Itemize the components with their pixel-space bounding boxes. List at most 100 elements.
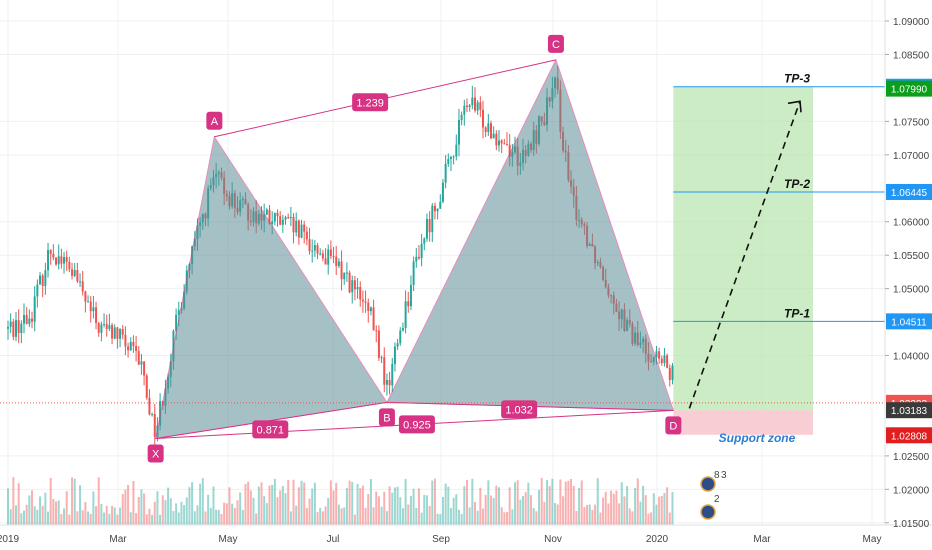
volume-bar bbox=[660, 495, 663, 525]
candle-body bbox=[303, 224, 306, 232]
volume-bar bbox=[36, 509, 39, 525]
flag-icon bbox=[700, 476, 716, 492]
pattern-point-b[interactable]: B bbox=[378, 408, 395, 427]
pattern-point-box bbox=[147, 444, 164, 463]
volume-bar bbox=[57, 500, 60, 525]
candle-body bbox=[329, 249, 332, 257]
volume-bar bbox=[498, 487, 501, 525]
candle-body bbox=[39, 275, 42, 285]
candle-body bbox=[49, 250, 52, 254]
candle-body bbox=[116, 327, 119, 339]
pattern-point-a[interactable]: A bbox=[206, 111, 223, 130]
candle-body bbox=[295, 220, 298, 233]
volume-bar bbox=[313, 482, 316, 525]
candle-body bbox=[383, 357, 386, 385]
candle-body bbox=[372, 307, 375, 331]
volume-bar bbox=[580, 480, 583, 525]
volume-bar bbox=[444, 483, 447, 525]
volume-bar bbox=[594, 504, 597, 525]
pattern-point-d[interactable]: D bbox=[665, 416, 682, 435]
candle-body bbox=[492, 133, 495, 139]
volume-bar bbox=[639, 501, 642, 525]
volume-bar bbox=[188, 487, 191, 525]
volume-bar bbox=[236, 500, 239, 525]
volume-bar bbox=[183, 505, 186, 525]
volume-bar bbox=[103, 512, 106, 525]
volume-bar bbox=[60, 514, 63, 525]
ratio-badge[interactable]: 1.032 bbox=[501, 400, 538, 419]
harmonic-pattern[interactable]: X A B C D 1.239 0.871 0.925 1.032 bbox=[147, 34, 682, 463]
candle-body bbox=[364, 301, 367, 303]
candle-body bbox=[97, 322, 100, 333]
volume-bar bbox=[169, 498, 172, 525]
volume-bar bbox=[463, 486, 466, 525]
candle-body bbox=[500, 140, 503, 144]
pattern-point-x[interactable]: X bbox=[147, 444, 164, 463]
volume-bar bbox=[393, 487, 396, 525]
pattern-point-box bbox=[665, 416, 682, 435]
volume-bar bbox=[465, 480, 468, 525]
volume-bar bbox=[655, 504, 658, 525]
volume-bar bbox=[164, 500, 167, 525]
volume-bar bbox=[508, 487, 511, 525]
y-tick-label: 1.07000 bbox=[893, 151, 930, 162]
candle-body bbox=[33, 296, 36, 322]
volume-bar bbox=[343, 507, 346, 525]
pattern-point-label: C bbox=[552, 39, 560, 51]
volume-bar bbox=[666, 487, 669, 525]
volume-bar bbox=[201, 478, 204, 525]
volume-bar bbox=[425, 495, 428, 525]
volume-bar bbox=[586, 505, 589, 525]
volume-bar bbox=[351, 482, 354, 525]
candle-body bbox=[47, 250, 50, 271]
candle-body bbox=[137, 351, 140, 365]
candle-body bbox=[428, 219, 431, 233]
event-badge-group[interactable]: 8 3 2 bbox=[700, 470, 727, 520]
volume-bar bbox=[308, 498, 311, 525]
volume-bar bbox=[177, 512, 180, 525]
volume-bar bbox=[41, 505, 44, 525]
candle-body bbox=[279, 216, 282, 225]
candle-body bbox=[65, 257, 68, 262]
chart-annotations[interactable]: TP-3 TP-2 TP-1 Support zone 8 3 2 bbox=[0, 72, 885, 520]
volume-bar bbox=[348, 480, 351, 525]
candle-body bbox=[431, 205, 434, 233]
take-profit-zone bbox=[673, 86, 813, 411]
support-zone-label: Support zone bbox=[719, 431, 796, 445]
pattern-point-label: D bbox=[669, 420, 677, 432]
take-profit-label: TP-1 bbox=[784, 306, 810, 320]
volume-bar bbox=[252, 497, 255, 525]
volume-bar bbox=[399, 497, 402, 525]
volume-bar bbox=[175, 503, 178, 525]
candle-body bbox=[55, 257, 58, 265]
volume-bar bbox=[404, 479, 407, 525]
volume-bar bbox=[644, 495, 647, 525]
pattern-point-label: B bbox=[383, 412, 390, 424]
volume-bar bbox=[15, 505, 18, 525]
volume-bar bbox=[55, 501, 58, 525]
price-tag-text: 1.06445 bbox=[891, 188, 928, 199]
ratio-badge[interactable]: 0.871 bbox=[252, 420, 289, 439]
pattern-point-c[interactable]: C bbox=[547, 34, 564, 53]
volume-bar bbox=[295, 505, 298, 525]
candle-body bbox=[441, 182, 444, 202]
volume-bar bbox=[335, 482, 338, 525]
support-zone-box bbox=[673, 410, 813, 435]
volume-bar bbox=[108, 513, 111, 525]
volume-bar bbox=[543, 501, 546, 525]
price-tag-tp bbox=[886, 313, 932, 330]
ratio-badge-box bbox=[501, 400, 538, 419]
volume-bar bbox=[9, 509, 12, 525]
candle-body bbox=[289, 216, 292, 219]
volume-bar bbox=[415, 508, 418, 525]
projection-arrowhead bbox=[787, 100, 802, 113]
candle-body bbox=[79, 281, 82, 283]
volume-bar bbox=[489, 495, 492, 525]
ratio-badge[interactable]: 0.925 bbox=[398, 415, 435, 434]
candle-body bbox=[52, 253, 55, 258]
candle-body bbox=[135, 346, 138, 352]
volume-bar bbox=[530, 495, 533, 525]
ratio-badge[interactable]: 1.239 bbox=[352, 93, 389, 112]
